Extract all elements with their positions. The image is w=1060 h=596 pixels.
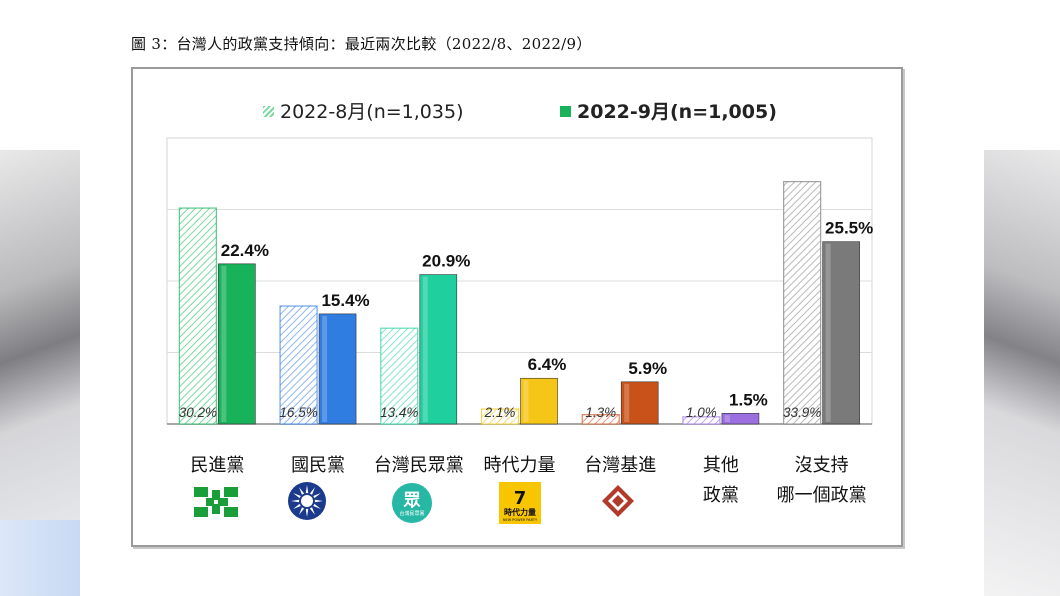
bar-sep-highlight-tsp bbox=[624, 383, 630, 422]
background-blur-right bbox=[984, 150, 1060, 596]
category-label-tpp: 台灣民眾黨 bbox=[374, 451, 464, 481]
category-label-tsp: 台灣基進 bbox=[584, 451, 656, 481]
data-label-aug-npp: 2.1% bbox=[484, 405, 516, 420]
legend-swatch-solid bbox=[560, 106, 571, 117]
sun-ray bbox=[309, 487, 315, 495]
bar-aug-none bbox=[783, 181, 822, 425]
bar-aug-dpp bbox=[178, 207, 217, 425]
sun-ray bbox=[309, 507, 315, 515]
data-label-aug-other: 1.0% bbox=[686, 405, 717, 420]
sun-ray bbox=[291, 499, 300, 503]
category-label-line: 沒支持 bbox=[794, 455, 849, 476]
data-label-aug-dpp: 30.2% bbox=[179, 405, 217, 420]
category-label-other: 其他 政黨 bbox=[703, 451, 739, 511]
bar-sep-highlight-npp bbox=[523, 380, 529, 422]
category-label-line: 哪一個政黨 bbox=[776, 485, 867, 506]
data-label-aug-none: 33.9% bbox=[783, 405, 821, 420]
bar-sep-highlight-other bbox=[724, 415, 730, 422]
bar-aug-npp bbox=[480, 408, 520, 425]
data-label-sep-tsp: 5.9% bbox=[628, 359, 667, 378]
bar-sep-highlight-none bbox=[825, 243, 831, 422]
bar-sep-highlight-tpp bbox=[422, 276, 428, 422]
sun-ray bbox=[293, 503, 301, 509]
data-label-sep-none: 25.5% bbox=[825, 219, 873, 238]
npp-icon: 7 時代力量 NEW POWER PARTY bbox=[499, 482, 541, 524]
white-sun-icon bbox=[288, 482, 326, 520]
legend-label-aug: 2022-8月(n=1,035) bbox=[280, 101, 464, 123]
sun-ray bbox=[313, 503, 321, 509]
legend-item-aug: 2022-8月(n=1,035) bbox=[263, 97, 463, 124]
sun-ray bbox=[313, 493, 321, 499]
figure-title: 圖 3：台灣人的政黨支持傾向：最近兩次比較（2022/8、2022/9） bbox=[131, 35, 592, 53]
legend-item-sep: 2022-9月(n=1,005) bbox=[560, 97, 777, 124]
sun-ray bbox=[314, 499, 323, 503]
category-label-line: 台灣基進 bbox=[584, 455, 657, 476]
data-label-sep-dpp: 22.4% bbox=[221, 241, 269, 260]
category-label-line: 民進黨 bbox=[190, 455, 245, 476]
background-blur-left-bottom bbox=[0, 520, 80, 596]
diamond-icon bbox=[602, 485, 634, 517]
bar-aug-tsp bbox=[581, 414, 620, 425]
data-label-aug-tsp: 1.3% bbox=[585, 405, 616, 420]
bar-sep-highlight-dpp bbox=[221, 265, 227, 422]
npp-logo-caption: NEW POWER PARTY bbox=[503, 518, 538, 522]
sun-ray bbox=[305, 508, 309, 517]
sun-ray bbox=[293, 493, 301, 499]
grid-lines bbox=[166, 137, 873, 425]
sun-ray bbox=[299, 507, 305, 515]
category-label-kmt: 國民黨 bbox=[291, 451, 345, 481]
bar-sep-tpp bbox=[419, 274, 458, 425]
bar-sep-tsp bbox=[620, 381, 659, 425]
category-label-line: 時代力量 bbox=[483, 455, 556, 476]
data-labels: 30.2% 22.4% 16.5% 15.4% 13.4% 20.9% 2.1% 6.4% 1.… bbox=[179, 219, 874, 420]
category-label-line: 台灣民眾黨 bbox=[373, 455, 464, 476]
data-label-aug-tpp: 13.4% bbox=[380, 405, 418, 420]
dpp-flag-icon bbox=[192, 484, 240, 520]
category-label-line: 政黨 bbox=[702, 485, 739, 506]
bar-sep-npp bbox=[520, 377, 558, 425]
legend-label-sep: 2022-9月(n=1,005) bbox=[577, 101, 777, 123]
category-label-line: 其他 bbox=[702, 455, 739, 476]
category-label-dpp: 民進黨 bbox=[190, 451, 244, 481]
category-label-line: 國民黨 bbox=[291, 455, 346, 476]
bar-sep-kmt bbox=[318, 313, 357, 425]
bars bbox=[178, 181, 860, 425]
legend-swatch-hatched bbox=[263, 106, 274, 117]
bar-aug-kmt bbox=[279, 305, 318, 425]
data-label-sep-kmt: 15.4% bbox=[321, 291, 369, 310]
data-label-sep-tpp: 20.9% bbox=[422, 252, 470, 271]
bar-aug-other bbox=[682, 416, 721, 425]
svg-text:7: 7 bbox=[514, 488, 527, 509]
tpp-logo-mark: 眾 bbox=[403, 491, 421, 511]
data-label-sep-npp: 6.4% bbox=[528, 355, 567, 374]
bar-sep-dpp bbox=[218, 263, 256, 425]
bar-sep-highlight-kmt bbox=[322, 315, 328, 422]
tpp-people-icon: 眾 台灣民眾黨 bbox=[392, 483, 432, 523]
chart-frame bbox=[131, 67, 903, 547]
bar-aug-tpp bbox=[380, 327, 419, 425]
tpp-logo-caption: 台灣民眾黨 bbox=[399, 510, 424, 517]
data-label-aug-kmt: 16.5% bbox=[279, 405, 317, 420]
npp-logo-text: 時代力量 bbox=[504, 507, 536, 517]
category-label-npp: 時代力量 bbox=[484, 451, 556, 481]
sun-ray bbox=[305, 485, 309, 494]
sun-ray bbox=[299, 487, 305, 495]
category-label-none: 沒支持 哪一個政黨 bbox=[777, 451, 867, 511]
bar-sep-other bbox=[721, 412, 760, 425]
data-label-sep-other: 1.5% bbox=[729, 390, 768, 409]
bar-sep-none bbox=[822, 241, 860, 425]
